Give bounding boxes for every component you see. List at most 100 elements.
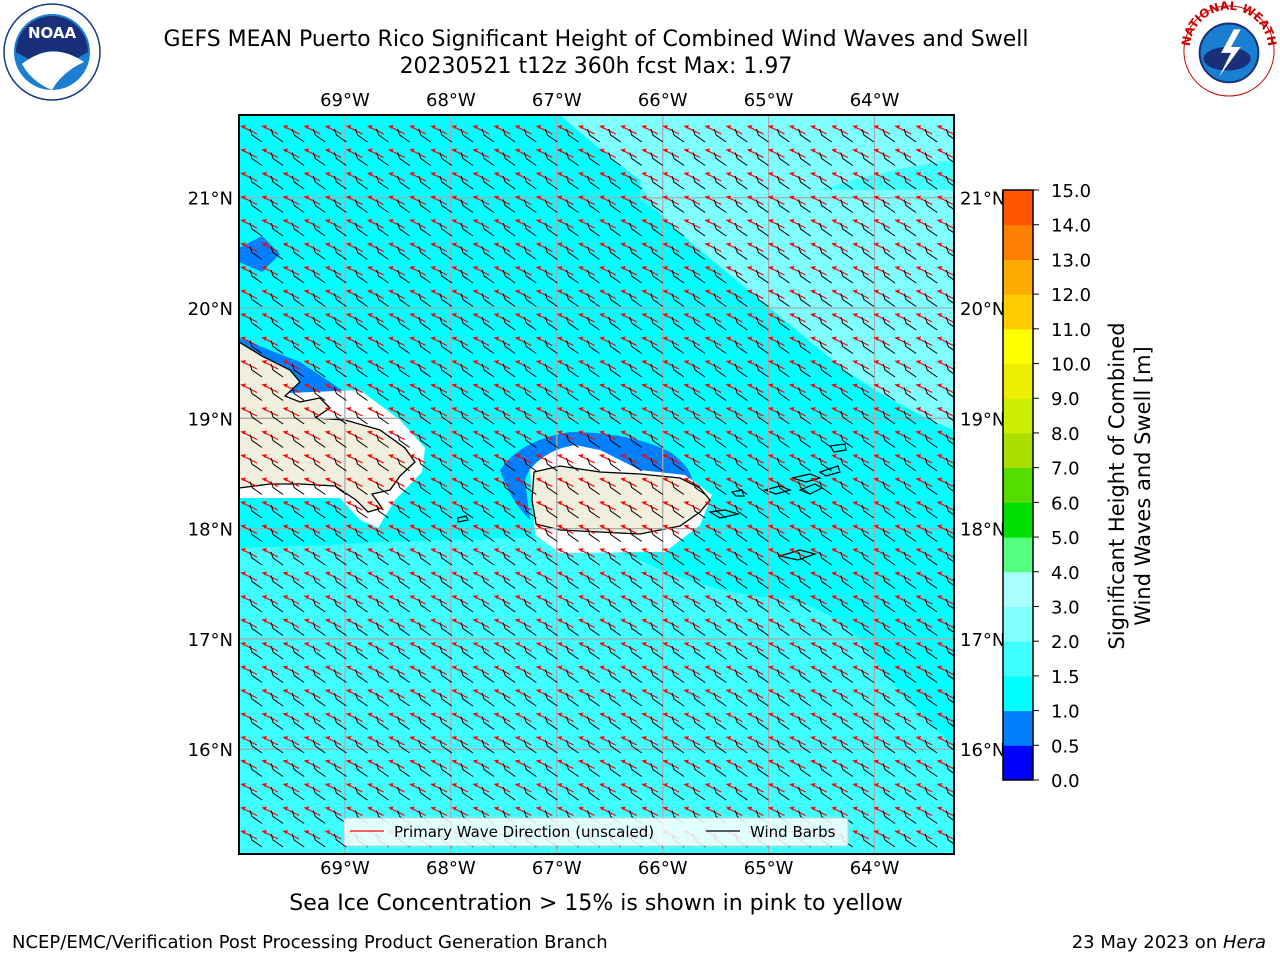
wave-arrow-head <box>641 736 647 740</box>
wave-arrow-head <box>916 407 922 411</box>
wind-barb <box>903 575 917 589</box>
wind-barb <box>629 128 643 143</box>
wave-arrow-head <box>684 242 690 247</box>
wind-barb <box>312 716 326 730</box>
wind-barb <box>460 763 474 777</box>
wind-barb <box>460 340 474 354</box>
wave-arrow-head <box>325 501 331 505</box>
wind-barb <box>249 387 263 401</box>
wave-arrow-head <box>620 383 626 388</box>
wind-barb <box>312 833 326 848</box>
wind-barb <box>713 175 727 190</box>
wind-barb <box>713 551 727 566</box>
lat-label-left: 16°N <box>188 740 233 761</box>
wave-arrow-head <box>262 759 268 764</box>
wave-arrow-head <box>747 454 753 458</box>
wave-arrow-head <box>283 501 289 505</box>
wave-arrow-head <box>304 806 310 811</box>
wave-arrow-head <box>620 501 626 505</box>
wind-barb <box>819 481 832 495</box>
wind-barb <box>312 293 326 307</box>
wave-arrow-head <box>726 313 732 317</box>
wave-arrow-head <box>325 219 331 223</box>
wave-arrow-head <box>578 336 584 341</box>
wind-barb <box>270 363 284 378</box>
wind-barb <box>587 716 600 730</box>
wave-arrow-head <box>663 148 668 153</box>
wind-barb <box>270 833 284 848</box>
wind-barb <box>629 739 643 754</box>
wave-arrow-head <box>325 454 331 458</box>
wave-arrow-head <box>241 548 246 552</box>
wave-arrow-head <box>747 242 753 247</box>
wind-barb <box>840 622 854 636</box>
wave-arrow-head <box>304 266 310 270</box>
wave-arrow-head <box>494 524 500 529</box>
wind-barb <box>376 457 389 472</box>
wind-barb <box>566 739 579 754</box>
wave-arrow-head <box>494 595 500 599</box>
wind-barb <box>903 598 917 613</box>
wind-barb <box>376 551 389 566</box>
wave-arrow-head <box>325 313 331 317</box>
wave-arrow-head <box>473 501 479 505</box>
wave-arrow-head <box>283 125 289 129</box>
wind-barb <box>523 763 537 777</box>
wind-barb <box>355 363 368 378</box>
wind-barb <box>882 457 896 472</box>
wind-barb <box>734 669 748 683</box>
wave-arrow-head <box>895 195 901 200</box>
wind-barb <box>397 504 410 519</box>
wave-arrow-head <box>684 219 690 223</box>
wave-arrow-head <box>831 336 837 341</box>
wind-barb <box>544 199 558 213</box>
wave-arrow-head <box>684 571 690 576</box>
wave-arrow-head <box>536 759 542 764</box>
wind-barb <box>777 692 790 707</box>
wave-arrow-head <box>367 383 373 388</box>
wave-arrow-head <box>430 407 436 411</box>
colorbar-tick-label: 7.0 <box>1051 459 1080 480</box>
wave-arrow-head <box>367 806 373 811</box>
wind-barb <box>544 387 558 401</box>
wave-arrow-head <box>726 125 732 129</box>
wind-barb <box>798 387 811 401</box>
wave-arrow-head <box>283 148 289 153</box>
wind-barb <box>418 269 432 284</box>
wave-arrow-head <box>388 148 394 153</box>
wind-barb <box>544 222 558 237</box>
wind-barb <box>608 340 621 354</box>
wave-arrow-head <box>852 759 858 764</box>
wind-barb <box>608 551 621 566</box>
wave-arrow-head <box>620 360 626 364</box>
wind-barb <box>903 716 917 730</box>
wind-barb <box>312 457 326 472</box>
wind-barb <box>650 669 664 683</box>
wave-arrow-head <box>937 712 943 717</box>
wave-arrow-head <box>937 736 943 740</box>
wave-arrow-head <box>367 172 373 176</box>
wind-barb <box>291 810 305 824</box>
wave-arrow-head <box>557 125 563 129</box>
latitude-labels-left: 21°N20°N19°N18°N17°N16°N <box>188 189 233 761</box>
wave-arrow-head <box>599 783 605 787</box>
wave-arrow-head <box>852 595 858 599</box>
wave-arrow-head <box>494 148 500 153</box>
wind-barb <box>734 528 748 542</box>
wave-arrow-head <box>831 759 837 764</box>
wind-barb <box>945 575 954 587</box>
wave-arrow-head <box>515 501 521 505</box>
wave-arrow-head <box>536 125 542 129</box>
wind-barb <box>692 246 706 260</box>
wave-arrow-head <box>831 383 837 388</box>
wind-barb <box>249 504 263 519</box>
wave-arrow-head <box>241 195 246 200</box>
wind-barb <box>713 152 727 166</box>
wind-barb <box>861 363 875 378</box>
wave-arrow-head <box>304 642 310 646</box>
wave-arrow-head <box>262 665 268 670</box>
wave-arrow-head <box>620 336 626 341</box>
wind-barb <box>291 387 305 401</box>
wave-arrow-head <box>304 430 310 435</box>
wave-arrow-head <box>325 736 331 740</box>
